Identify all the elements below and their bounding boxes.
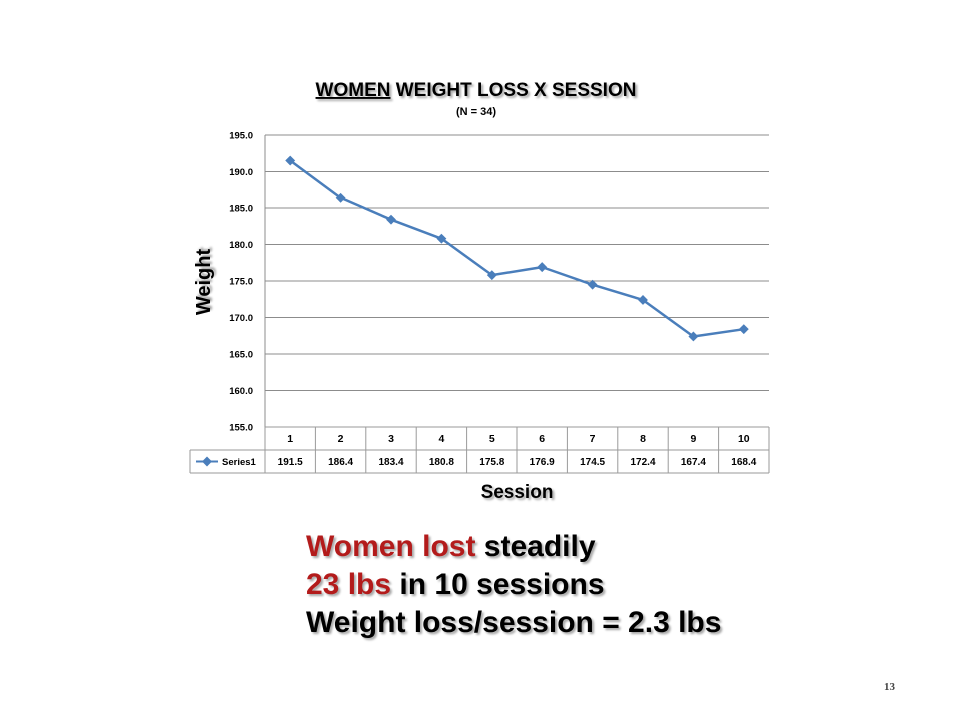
caption-line-1-rest: steadily <box>475 530 596 563</box>
data-point <box>688 331 699 342</box>
caption-line-3: Weight loss/session = 2.3 lbs <box>306 606 722 639</box>
caption-line-2: 23 lbs in 10 sessions <box>306 566 926 604</box>
chart-title-underlined: WOMEN <box>316 80 391 101</box>
x-tick-label: 1 <box>287 433 293 445</box>
y-tick-labels: 195.0 190.0 185.0 180.0 175.0 170.0 165.0 160.0… <box>229 131 253 434</box>
series-line <box>289 159 744 338</box>
y-tick-label: 180.0 <box>229 240 253 251</box>
data-table-value: 174.5 <box>580 457 605 468</box>
line-chart: WOMEN WEIGHT LOSS X SESSION (N = 34) Wei… <box>189 80 770 503</box>
x-tick-label: 8 <box>640 433 646 445</box>
x-tick-label: 5 <box>489 433 495 445</box>
x-tick-label: 2 <box>338 433 344 445</box>
legend-marker <box>202 456 212 467</box>
y-tick-label: 165.0 <box>229 350 253 361</box>
x-tick-label: 7 <box>590 433 596 445</box>
data-point <box>285 155 296 166</box>
series-group <box>285 155 749 342</box>
y-tick-label: 170.0 <box>229 313 253 324</box>
data-point <box>386 214 396 225</box>
x-tick-label: 10 <box>738 433 750 445</box>
data-point <box>537 262 548 273</box>
y-tick-label: 155.0 <box>229 423 253 434</box>
x-tick-label: 9 <box>690 433 696 445</box>
y-tick-label: 160.0 <box>229 386 253 397</box>
data-point <box>638 295 648 305</box>
page-number: 13 <box>884 681 895 693</box>
data-table-value: 172.4 <box>630 457 655 468</box>
caption-line-2-highlight: 23 lbs <box>306 568 392 601</box>
x-tick-label: 4 <box>438 433 444 445</box>
y-tick-label: 190.0 <box>229 167 253 178</box>
data-point <box>587 279 598 290</box>
data-table-value: 191.5 <box>278 457 303 468</box>
caption-line-2-rest: in 10 sessions <box>391 568 605 601</box>
data-table-value: 175.8 <box>479 457 504 468</box>
data-table-value: 167.4 <box>681 457 706 468</box>
summary-caption: Women lost steadily 23 lbs in 10 session… <box>306 528 926 642</box>
y-tick-label: 195.0 <box>229 131 253 142</box>
data-table-value: 168.4 <box>731 457 756 468</box>
chart-subtitle: (N = 34) <box>456 106 496 118</box>
y-tick-label: 185.0 <box>229 204 253 215</box>
data-point <box>486 270 497 281</box>
data-table: 1 191.5 2 186.4 3 183.4 4 180.8 5 175.8 6 176.9 7 174… <box>189 426 770 474</box>
x-tick-label: 6 <box>539 433 545 445</box>
x-tick-label: 3 <box>388 433 394 445</box>
data-table-value: 176.9 <box>530 457 555 468</box>
caption-line-1: Women lost steadily <box>306 528 926 566</box>
data-point <box>335 192 346 203</box>
data-table-value: 183.4 <box>378 457 403 468</box>
chart-title-rest: WEIGHT LOSS X SESSION <box>396 80 637 101</box>
x-axis-label: Session <box>481 482 554 503</box>
data-point <box>738 324 749 335</box>
legend-series-name: Series1 <box>222 457 257 468</box>
data-table-value: 180.8 <box>429 457 454 468</box>
data-table-value: 186.4 <box>328 457 353 468</box>
y-axis-label: Weight <box>193 249 215 316</box>
gridlines <box>264 134 769 428</box>
y-tick-label: 175.0 <box>229 277 253 288</box>
data-point <box>436 233 447 244</box>
caption-line-1-highlight: Women lost <box>306 530 476 563</box>
chart-title: WOMEN WEIGHT LOSS X SESSION <box>316 80 637 101</box>
